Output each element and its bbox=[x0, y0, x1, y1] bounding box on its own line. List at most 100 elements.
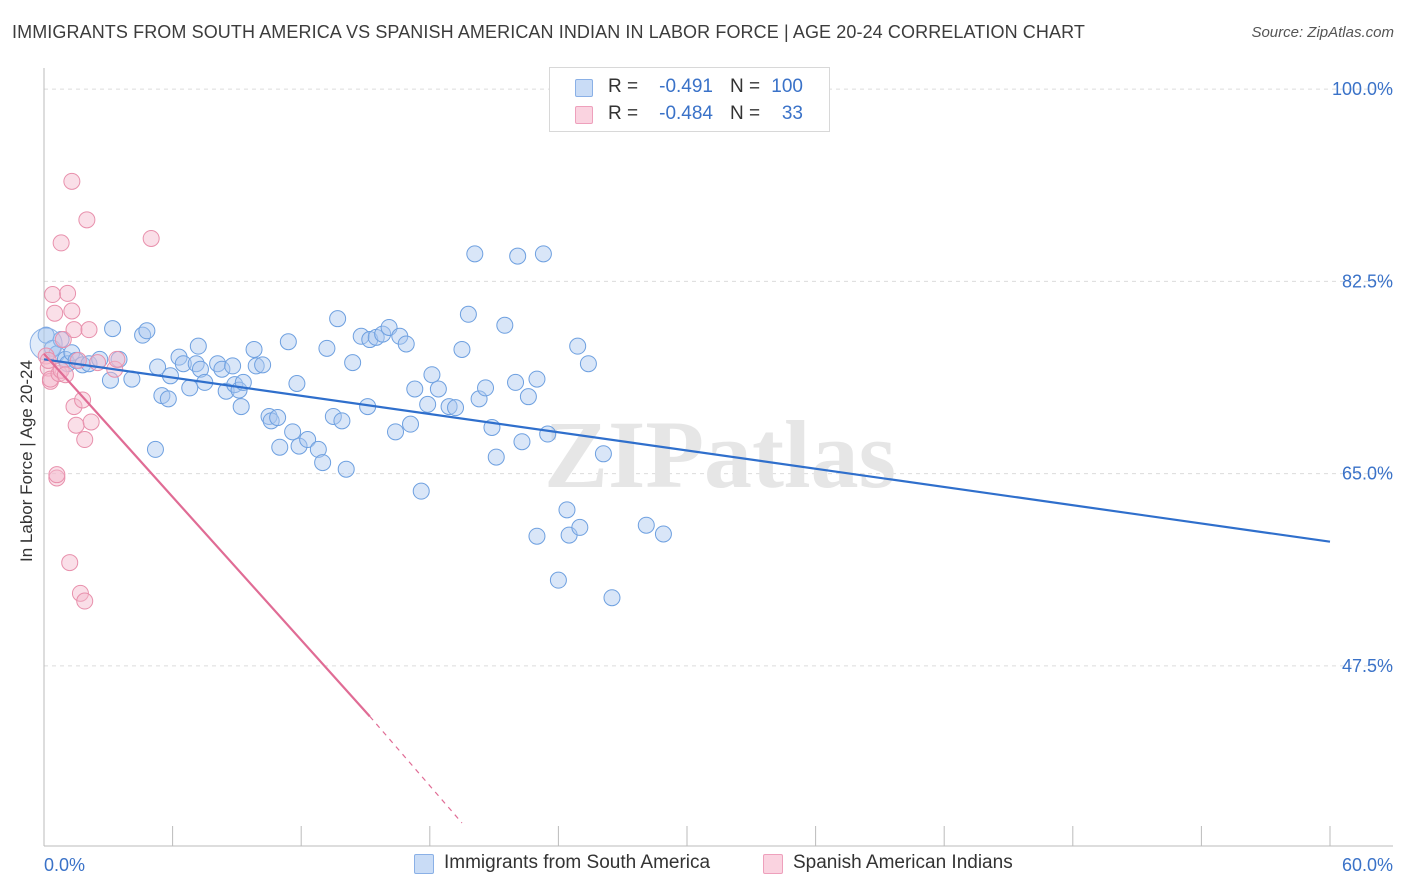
data-point bbox=[509, 247, 527, 265]
data-point bbox=[324, 407, 342, 425]
data-point bbox=[247, 357, 265, 375]
data-point bbox=[549, 571, 567, 589]
data-point bbox=[513, 433, 531, 451]
data-point bbox=[412, 482, 430, 500]
data-point bbox=[48, 466, 66, 484]
legend-swatch-blue bbox=[575, 79, 593, 97]
data-point bbox=[65, 321, 83, 339]
legend-n-label: N = bbox=[730, 76, 761, 97]
data-point bbox=[284, 423, 302, 441]
data-point bbox=[299, 431, 317, 449]
data-point bbox=[528, 370, 546, 388]
data-point bbox=[459, 305, 477, 323]
correlation-legend: R = -0.491 N = 100 R = -0.484 N = 33 bbox=[549, 67, 830, 132]
data-point bbox=[279, 333, 297, 351]
data-point bbox=[56, 366, 74, 384]
data-point bbox=[387, 423, 405, 441]
data-point bbox=[470, 390, 488, 408]
data-point bbox=[61, 554, 79, 572]
data-point bbox=[63, 302, 81, 320]
data-point bbox=[142, 229, 160, 247]
series-south-america bbox=[29, 245, 672, 607]
data-point bbox=[290, 437, 308, 455]
data-point bbox=[571, 518, 589, 536]
data-point bbox=[288, 375, 306, 393]
data-point bbox=[159, 390, 177, 408]
data-point bbox=[63, 172, 81, 190]
legend-swatch-pink bbox=[763, 854, 783, 874]
data-point bbox=[59, 284, 77, 302]
data-point bbox=[477, 379, 495, 397]
data-point bbox=[217, 382, 235, 400]
trend-line bbox=[43, 358, 1331, 543]
data-point bbox=[594, 445, 612, 463]
series-spanish-american-indians bbox=[37, 172, 160, 610]
legend-n-label: N = bbox=[730, 103, 761, 124]
data-point bbox=[423, 366, 441, 384]
data-point bbox=[579, 355, 597, 373]
legend-label: Immigrants from South America bbox=[444, 852, 711, 873]
data-point bbox=[232, 398, 250, 416]
data-point bbox=[429, 380, 447, 398]
data-point bbox=[314, 454, 332, 472]
data-point bbox=[496, 316, 514, 334]
data-point bbox=[337, 460, 355, 478]
data-point bbox=[569, 337, 587, 355]
data-point bbox=[269, 409, 287, 427]
legend-label: Spanish American Indians bbox=[793, 852, 1013, 873]
data-point bbox=[654, 525, 672, 543]
data-point bbox=[534, 245, 552, 263]
data-point bbox=[224, 357, 242, 375]
y-tick-label: 100.0% bbox=[1332, 79, 1393, 99]
data-point bbox=[101, 371, 119, 389]
data-point bbox=[65, 398, 83, 416]
trend-line-extension bbox=[369, 715, 463, 824]
data-point bbox=[174, 355, 192, 373]
data-point bbox=[146, 440, 164, 458]
data-point bbox=[46, 304, 64, 322]
data-point bbox=[76, 431, 94, 449]
data-point bbox=[71, 584, 89, 602]
data-point bbox=[318, 339, 336, 357]
trend-lines bbox=[43, 353, 1331, 824]
data-point bbox=[104, 320, 122, 338]
data-point bbox=[52, 234, 70, 252]
data-point bbox=[402, 415, 420, 433]
data-point bbox=[507, 373, 525, 391]
data-point bbox=[487, 448, 505, 466]
legend-r-value: -0.484 bbox=[659, 103, 713, 124]
data-point bbox=[76, 592, 94, 610]
data-point bbox=[245, 340, 263, 358]
data-point bbox=[466, 245, 484, 263]
data-point bbox=[44, 286, 62, 304]
legend-r-value: -0.491 bbox=[659, 76, 713, 97]
axes bbox=[43, 68, 1393, 847]
data-point bbox=[78, 211, 96, 229]
data-point bbox=[189, 337, 207, 355]
tick-labels: 100.0% 82.5% 65.0% 47.5% 0.0% 60.0% bbox=[44, 79, 1393, 875]
y-tick-label: 47.5% bbox=[1342, 656, 1393, 676]
data-point bbox=[603, 589, 621, 607]
legend-n-value: 100 bbox=[771, 76, 803, 97]
y-tick-label: 82.5% bbox=[1342, 271, 1393, 291]
data-point bbox=[453, 340, 471, 358]
series-legend: Immigrants from South America Spanish Am… bbox=[0, 851, 1406, 879]
legend-swatch-blue bbox=[414, 854, 434, 874]
legend-n-value: 33 bbox=[781, 103, 803, 124]
data-point bbox=[352, 327, 370, 345]
data-point bbox=[309, 440, 327, 458]
y-axis-label: In Labor Force | Age 20-24 bbox=[17, 360, 36, 562]
data-point bbox=[528, 527, 546, 545]
data-point bbox=[440, 398, 458, 416]
data-point bbox=[419, 395, 437, 413]
legend-row-pink: R = -0.484 N = 33 bbox=[550, 101, 829, 129]
data-point bbox=[213, 360, 231, 378]
y-tick-label: 65.0% bbox=[1342, 464, 1393, 484]
legend-row-blue: R = -0.491 N = 100 bbox=[550, 74, 829, 102]
data-point bbox=[54, 331, 72, 349]
data-point bbox=[80, 321, 98, 339]
x-tick-label: 60.0% bbox=[1342, 855, 1393, 875]
legend-swatch-pink bbox=[575, 106, 593, 124]
data-point bbox=[254, 356, 272, 374]
